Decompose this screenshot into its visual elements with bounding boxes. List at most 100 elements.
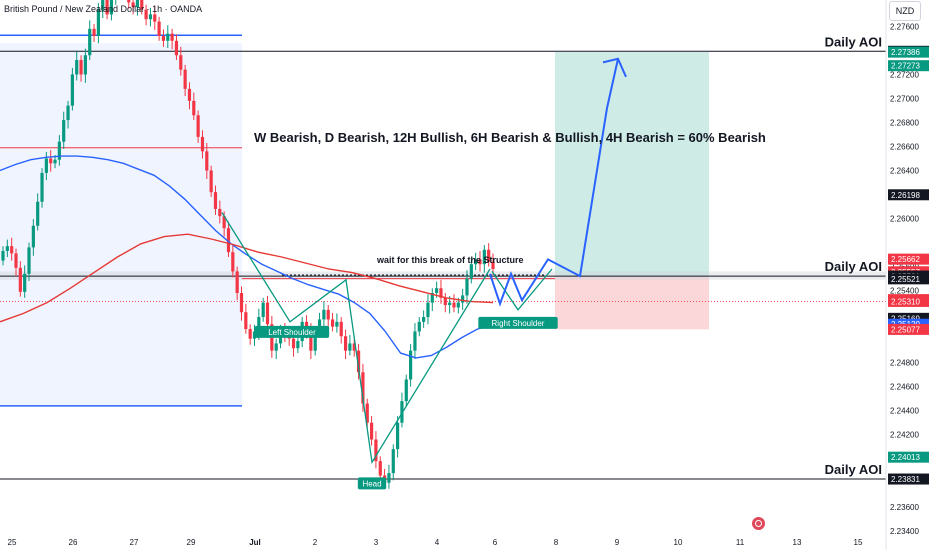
candle-body	[226, 228, 231, 253]
price-tick-label: 2.23600	[890, 503, 919, 512]
candle-body	[218, 208, 222, 217]
candle-body	[465, 278, 469, 296]
candle	[161, 29, 166, 47]
candle-body	[387, 473, 391, 483]
candle	[387, 464, 391, 489]
daily-aoi-mid-label: Daily AOI	[825, 259, 882, 274]
candle	[391, 444, 395, 481]
candle	[88, 20, 92, 61]
candle-body	[170, 33, 174, 41]
candle-body	[5, 246, 9, 251]
candle	[23, 265, 27, 298]
candle	[174, 34, 179, 61]
price-tick-label: 2.26000	[890, 215, 919, 224]
candle-body	[443, 297, 447, 306]
currency-selector[interactable]: NZD	[889, 1, 921, 21]
candle-body	[413, 331, 417, 351]
price-tick-label: 2.26600	[890, 143, 919, 152]
candle	[461, 288, 465, 310]
candle-body	[166, 33, 170, 41]
candle	[105, 0, 109, 20]
candle	[369, 416, 374, 446]
price-tag: 2.23831	[888, 473, 929, 485]
time-tick-label: 27	[130, 538, 139, 547]
price-tag-bg	[888, 473, 929, 485]
candle	[487, 243, 491, 267]
right-shoulder-tag-bg	[478, 316, 558, 329]
candle	[348, 335, 352, 356]
candle	[443, 293, 447, 313]
candle-body	[417, 321, 421, 332]
price-tag-bg	[888, 323, 929, 335]
candle	[40, 168, 44, 208]
target-zone	[555, 52, 709, 277]
candle	[417, 317, 421, 337]
candle	[196, 110, 200, 143]
candle-body	[148, 14, 153, 20]
candle	[396, 416, 400, 458]
price-tag: 2.27386	[888, 46, 929, 58]
candle	[14, 248, 18, 277]
candle-body	[378, 461, 382, 476]
candle	[491, 253, 495, 275]
range-box	[0, 43, 242, 406]
candle-body	[140, 0, 144, 10]
price-tag-bg	[888, 60, 929, 72]
candle	[413, 323, 417, 360]
pattern-line	[221, 212, 491, 465]
candle-body	[196, 115, 200, 137]
price-tag-bg	[888, 189, 929, 201]
candle-body	[192, 100, 196, 116]
candle	[339, 317, 343, 344]
candle	[330, 312, 335, 332]
price-tag-text: 2.26198	[891, 191, 920, 200]
time-tick-label: 2	[313, 538, 318, 547]
symbol-title: British Pound / New Zealand Dollar · 1h …	[4, 4, 203, 14]
candle-body	[352, 343, 356, 351]
time-tick-label: 6	[493, 538, 498, 547]
price-tag-text: 2.25662	[891, 255, 920, 264]
candle-body	[487, 249, 491, 262]
candle	[469, 259, 473, 284]
time-tick-label: 25	[8, 538, 17, 547]
candle-body	[409, 350, 413, 380]
candle	[426, 294, 430, 325]
candle	[452, 294, 456, 313]
price-tag: 2.26198	[888, 189, 929, 201]
candle	[422, 310, 426, 328]
candle	[170, 28, 174, 50]
candle-body	[209, 170, 213, 193]
candle-body	[200, 136, 205, 152]
candle-body	[491, 261, 495, 269]
time-tick-label: 13	[793, 538, 802, 547]
candle-body	[205, 151, 209, 171]
candle-body	[391, 449, 395, 474]
daily-aoi-bottom-label: Daily AOI	[825, 462, 882, 477]
candle-body	[144, 9, 148, 20]
candle	[166, 25, 170, 49]
candle-body	[252, 331, 257, 339]
economic-event-icon[interactable]	[752, 517, 765, 530]
candle-body	[161, 36, 166, 41]
candle-body	[469, 264, 473, 279]
time-tick-label: 26	[69, 538, 78, 547]
candle	[70, 67, 74, 111]
candle	[200, 130, 205, 159]
candle	[18, 261, 22, 297]
candle-body	[356, 350, 361, 373]
candle-body	[53, 159, 57, 164]
candle	[144, 4, 148, 26]
candle-body	[348, 343, 352, 351]
price-tag-text: 2.25077	[891, 325, 920, 334]
candle-body	[404, 379, 408, 402]
candle	[153, 6, 157, 31]
candle	[62, 111, 66, 149]
candle-body	[296, 341, 300, 349]
candle	[10, 237, 14, 261]
price-tag: 2.27273	[888, 60, 929, 72]
candle	[439, 279, 443, 304]
price-tag: 2.25077	[888, 323, 929, 335]
price-tag-bg	[888, 273, 929, 285]
